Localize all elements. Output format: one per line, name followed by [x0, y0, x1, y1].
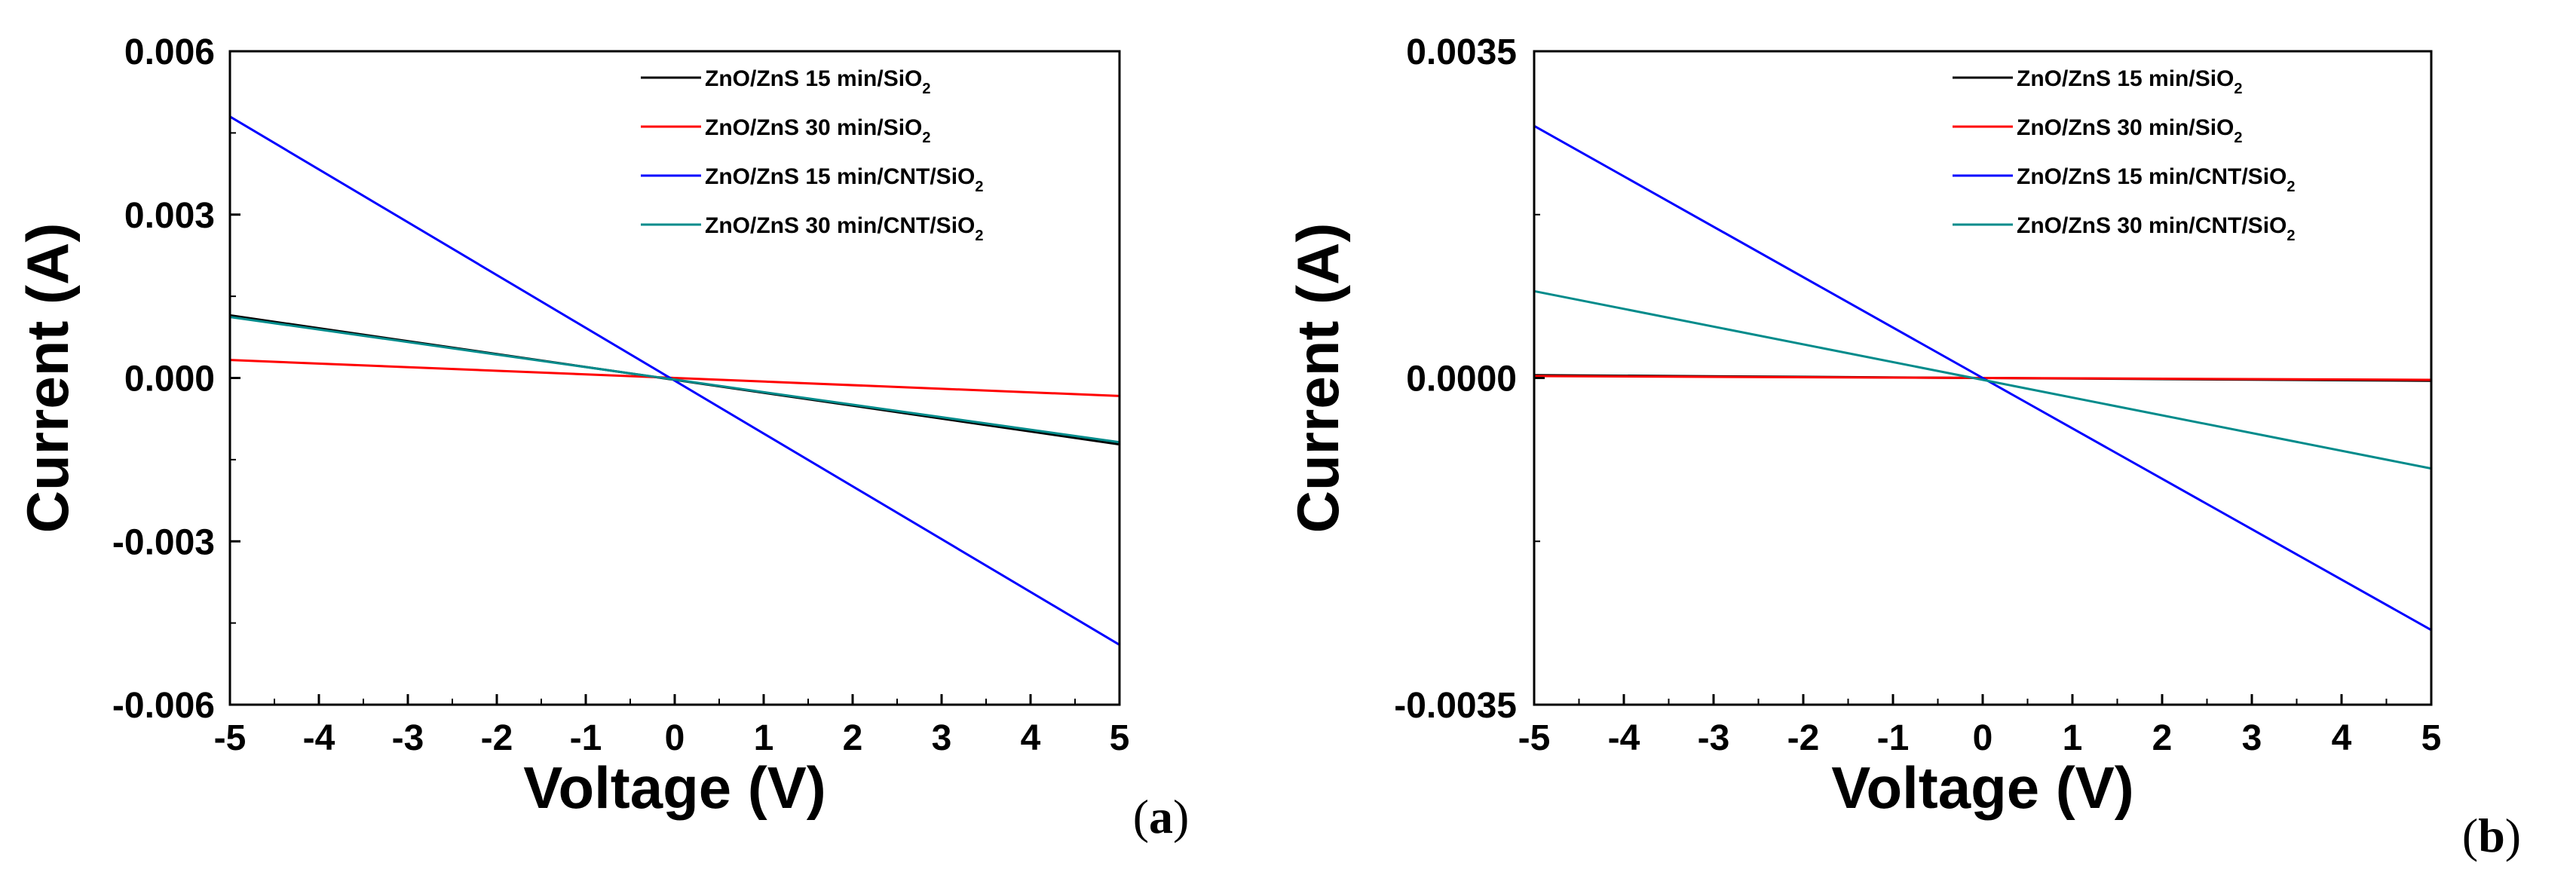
legend-label-subscript: 2 [922, 81, 930, 97]
x-tick-label: 5 [1110, 718, 1130, 758]
legend-label: ZnO/ZnS 30 min/CNT/SiO2 [705, 213, 983, 244]
x-tick-label: 0 [1973, 718, 1993, 758]
panel-label-letter: b [2478, 809, 2505, 862]
series-line-2 [229, 359, 1120, 397]
x-tick-label: 2 [843, 718, 863, 758]
legend-label-subscript: 2 [2287, 228, 2295, 244]
legend-label: ZnO/ZnS 15 min/CNT/SiO2 [2017, 164, 2295, 195]
y-tick-label: 0.000 [124, 360, 215, 399]
panel-label-open: ( [1133, 790, 1149, 843]
y-tick-label: -0.003 [112, 522, 215, 562]
legend-label-subscript: 2 [2287, 179, 2295, 195]
legend-item-1: ZnO/ZnS 15 min/SiO2 [641, 66, 931, 97]
legend-label: ZnO/ZnS 15 min/SiO2 [705, 66, 931, 97]
legend-label-main: ZnO/ZnS 30 min/SiO [2017, 115, 2234, 140]
legend-label-main: ZnO/ZnS 15 min/SiO [2017, 66, 2234, 91]
legend-label-subscript: 2 [2234, 130, 2242, 146]
y-axis-title: Current (A) [1285, 223, 1351, 534]
legend-item-3: ZnO/ZnS 15 min/CNT/SiO2 [641, 164, 983, 195]
y-tick-label: -0.0035 [1394, 686, 1517, 726]
panel-label: (a) [1133, 790, 1190, 843]
legend-label: ZnO/ZnS 15 min/CNT/SiO2 [705, 164, 983, 195]
legend-label-subscript: 2 [2234, 81, 2242, 97]
x-tick-label: -1 [570, 718, 602, 758]
legend-label-main: ZnO/ZnS 30 min/SiO [705, 115, 922, 140]
x-axis-title: Voltage (V) [523, 754, 826, 821]
y-tick-label: 0.006 [124, 32, 215, 72]
legend-label-main: ZnO/ZnS 15 min/CNT/SiO [705, 164, 975, 189]
panel-label-letter: a [1149, 790, 1173, 843]
x-tick-label: -1 [1877, 718, 1910, 758]
legend-label-subscript: 2 [922, 130, 930, 146]
series-line-3 [1533, 124, 2432, 632]
legend-label: ZnO/ZnS 30 min/SiO2 [2017, 115, 2243, 146]
legend-label: ZnO/ZnS 15 min/SiO2 [2017, 66, 2243, 97]
series-line-4 [1533, 289, 2432, 470]
x-tick-label: 2 [2152, 718, 2173, 758]
y-tick-label: 0.0035 [1406, 32, 1517, 72]
y-tick-label: 0.0000 [1406, 360, 1517, 399]
x-tick-label: -2 [1787, 718, 1820, 758]
x-tick-label: -5 [1518, 718, 1551, 758]
legend-item-3: ZnO/ZnS 15 min/CNT/SiO2 [1953, 164, 2295, 195]
legend-item-1: ZnO/ZnS 15 min/SiO2 [1953, 66, 2243, 97]
legend-label: ZnO/ZnS 30 min/CNT/SiO2 [2017, 213, 2295, 244]
y-tick-label: -0.006 [112, 686, 215, 726]
x-tick-label: -3 [392, 718, 424, 758]
x-tick-label: 0 [665, 718, 685, 758]
legend-item-2: ZnO/ZnS 30 min/SiO2 [1953, 115, 2243, 146]
chart-panel-b: -5 -4 -3 -2 -1 0 1 2 3 4 5 -0.0035 0.0000 0.0035 Volta… [1285, 32, 2521, 862]
legend-item-2: ZnO/ZnS 30 min/SiO2 [641, 115, 931, 146]
legend-item-4: ZnO/ZnS 30 min/CNT/SiO2 [641, 213, 983, 244]
x-tick-label: 1 [754, 718, 774, 758]
x-tick-label: 3 [2242, 718, 2262, 758]
x-tick-label: -4 [1608, 718, 1640, 758]
legend-label-subscript: 2 [975, 228, 983, 244]
legend-item-4: ZnO/ZnS 30 min/CNT/SiO2 [1953, 213, 2295, 244]
x-tick-label: 3 [932, 718, 952, 758]
legend-label-main: ZnO/ZnS 15 min/SiO [705, 66, 922, 91]
x-tick-label: 4 [2332, 718, 2352, 758]
legend-label-main: ZnO/ZnS 30 min/CNT/SiO [705, 213, 975, 238]
x-tick-label: -3 [1698, 718, 1730, 758]
legend-label-subscript: 2 [975, 179, 983, 195]
series-line-4 [229, 316, 1120, 444]
y-axis-title: Current (A) [14, 223, 81, 534]
legend-label: ZnO/ZnS 30 min/SiO2 [705, 115, 931, 146]
x-tick-label: 5 [2421, 718, 2442, 758]
y-tick-label: 0.003 [124, 196, 215, 236]
panel-label-close: ) [1173, 790, 1189, 843]
x-tick-label: 1 [2063, 718, 2083, 758]
x-tick-label: -4 [303, 718, 335, 758]
panel-label-close: ) [2505, 809, 2521, 862]
legend-label-main: ZnO/ZnS 30 min/CNT/SiO [2017, 213, 2287, 238]
x-tick-label: -2 [481, 718, 513, 758]
panel-label: (b) [2462, 809, 2521, 862]
chart-panel-a: -5 -4 -3 -2 -1 0 1 2 3 4 5 -0.006 -0.003 0.000 0.003 0.… [14, 32, 1189, 843]
legend-label-main: ZnO/ZnS 15 min/CNT/SiO [2017, 164, 2287, 189]
x-axis-title: Voltage (V) [1831, 754, 2134, 821]
x-tick-label: -5 [214, 718, 247, 758]
panel-label-open: ( [2462, 809, 2478, 862]
x-tick-label: 4 [1021, 718, 1041, 758]
